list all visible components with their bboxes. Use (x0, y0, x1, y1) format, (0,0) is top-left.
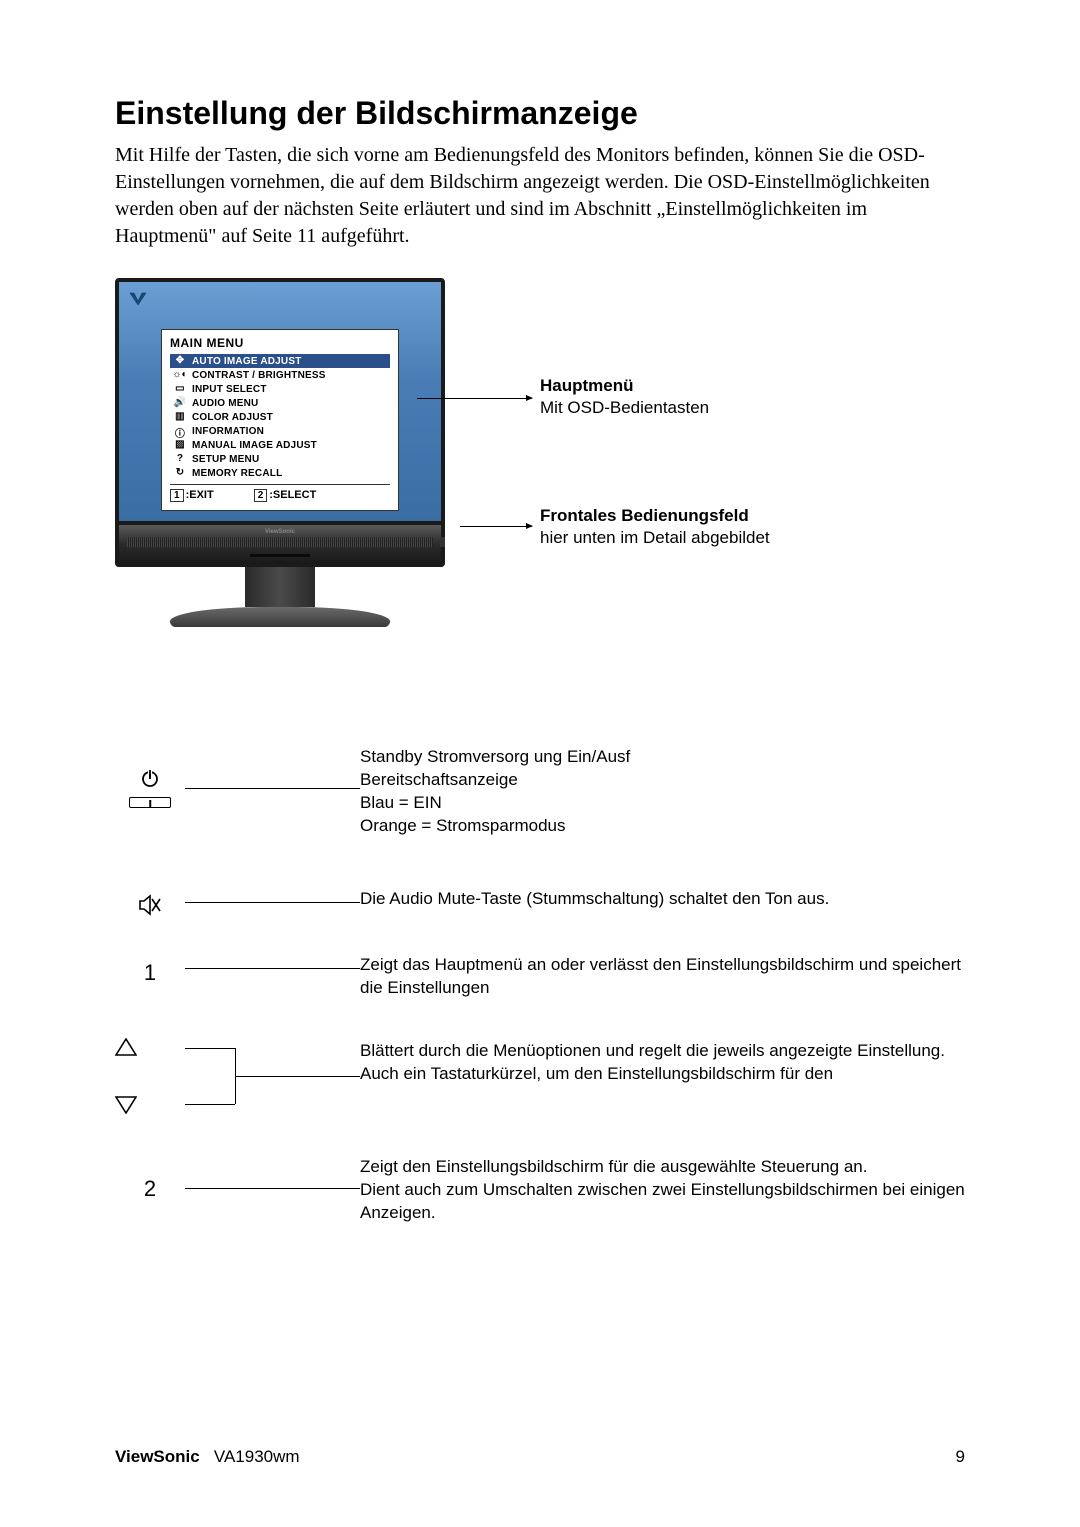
intro-paragraph: Mit Hilfe der Tasten, die sich vorne am … (115, 142, 965, 250)
control-power: Standby Stromversorg ung Ein/Ausf Bereit… (115, 746, 965, 838)
osd-item: ✥AUTO IMAGE ADJUST (170, 354, 390, 368)
osd-window: MAIN MENU ✥AUTO IMAGE ADJUST☼◐CONTRAST /… (161, 329, 399, 511)
arrow-line-icon (460, 526, 532, 527)
annotation-hauptmenu: Hauptmenü Mit OSD-Bedientasten (540, 376, 770, 418)
monitor-screen: MAIN MENU ✥AUTO IMAGE ADJUST☼◐CONTRAST /… (115, 278, 445, 525)
monitor-bezel: ViewSonic (115, 525, 445, 567)
osd-item: 🔊AUDIO MENU (170, 396, 390, 410)
osd-item: ?SETUP MENU (170, 452, 390, 466)
mute-icon (115, 894, 185, 916)
page-number: 9 (956, 1447, 965, 1467)
osd-item: ↻MEMORY RECALL (170, 466, 390, 480)
osd-item: ▥COLOR ADJUST (170, 410, 390, 424)
osd-title: MAIN MENU (170, 336, 390, 350)
two-label: 2 (144, 1176, 156, 1201)
osd-item: ⓘINFORMATION (170, 424, 390, 438)
annotation-bedienungsfeld: Frontales Bedienungsfeld hier unten im D… (540, 506, 770, 548)
page-title: Einstellung der Bildschirmanzeige (115, 95, 965, 132)
control-button-2: 2 Zeigt den Einstellungsbildschirm für d… (115, 1156, 965, 1225)
osd-item: ▨MANUAL IMAGE ADJUST (170, 438, 390, 452)
osd-footer: 1:EXIT 2:SELECT (170, 484, 390, 502)
monitor-neck (245, 567, 315, 607)
triangle-up-icon (115, 1038, 185, 1056)
viewsonic-logo-icon (129, 292, 147, 306)
page-footer: ViewSonic VA1930wm 9 (115, 1447, 965, 1467)
monitor-figure: MAIN MENU ✥AUTO IMAGE ADJUST☼◐CONTRAST /… (115, 278, 965, 636)
monitor-base (170, 607, 390, 627)
one-label: 1 (144, 960, 156, 985)
controls-section: Standby Stromversorg ung Ein/Ausf Bereit… (115, 746, 965, 1224)
led-icon (129, 797, 171, 808)
control-mute: Die Audio Mute-Taste (Stummschaltung) sc… (115, 888, 965, 916)
osd-item: ▭INPUT SELECT (170, 382, 390, 396)
arrow-line-icon (417, 398, 532, 399)
triangle-down-icon (115, 1096, 185, 1114)
control-button-1: 1 Zeigt das Hauptmenü an oder verlässt d… (115, 954, 965, 1000)
osd-item: ☼◐CONTRAST / BRIGHTNESS (170, 368, 390, 382)
control-arrows: Blättert durch die Menüoptionen und rege… (115, 1038, 965, 1138)
power-icon (140, 768, 160, 788)
